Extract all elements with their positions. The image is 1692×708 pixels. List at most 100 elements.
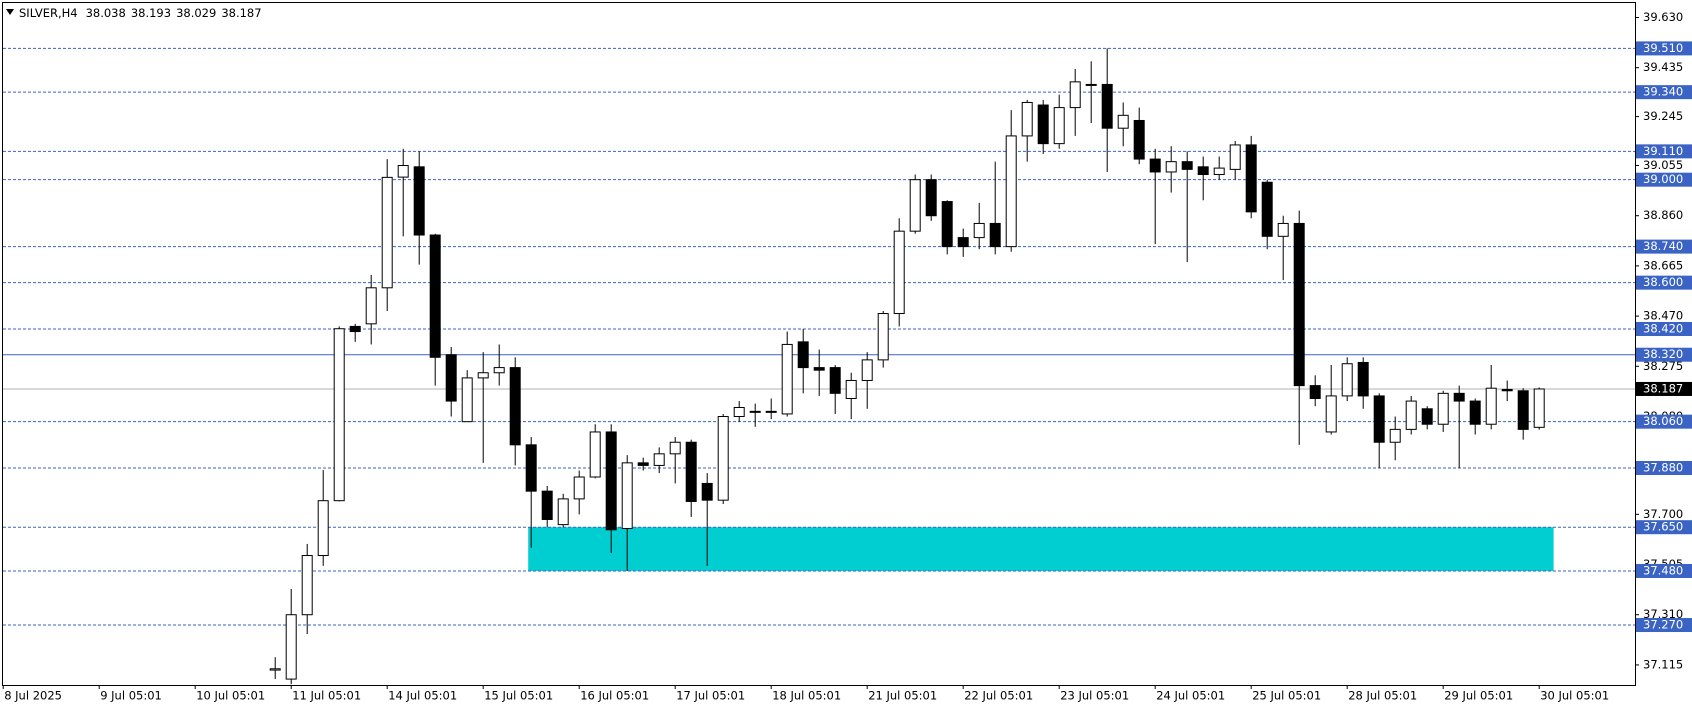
candle-body	[845, 379, 857, 399]
price-label: 38.187	[1643, 381, 1683, 395]
candle-body	[1373, 395, 1385, 443]
level-label: 38.060	[1643, 414, 1683, 428]
candle-body	[1501, 388, 1513, 392]
level-label-box	[1636, 414, 1692, 429]
candle-body	[989, 222, 1001, 248]
candle-body	[941, 201, 953, 248]
level-label-box	[1636, 239, 1692, 254]
candle-body	[1357, 361, 1369, 397]
level-label-box	[1636, 275, 1692, 290]
zone	[528, 527, 1554, 571]
candle-body	[1389, 428, 1401, 443]
ohlc-high: 38.193	[131, 6, 171, 20]
x-tick-label: 21 Jul 05:01	[868, 689, 937, 703]
candle-body	[765, 410, 777, 413]
candle-body	[397, 165, 409, 178]
candle-body	[429, 234, 441, 358]
candle-body	[637, 462, 649, 466]
candle-body	[269, 668, 281, 671]
level-label-box	[1636, 618, 1692, 633]
header: SILVER,H4 38.038 38.193 38.029 38.187	[19, 6, 262, 20]
candle-body	[621, 462, 633, 529]
candle-body	[1197, 166, 1209, 176]
level-label-box	[1636, 172, 1692, 187]
level-label-box	[1636, 347, 1692, 362]
candle-body	[861, 359, 873, 381]
candle-body	[365, 287, 377, 325]
candle-body	[1245, 144, 1257, 213]
symbol: SILVER,H4	[19, 6, 78, 20]
candle-body	[925, 179, 937, 217]
level-label: 39.110	[1643, 144, 1683, 158]
x-tick-label: 22 Jul 05:01	[964, 689, 1033, 703]
candle-body	[1293, 222, 1305, 387]
candle-body	[1213, 167, 1225, 176]
level-label-box	[1636, 41, 1692, 56]
level-label-box	[1636, 460, 1692, 475]
candle-body	[1405, 400, 1417, 430]
y-tick-label: 37.700	[1643, 507, 1683, 521]
candle-body	[1485, 387, 1497, 425]
candle-body	[957, 237, 969, 248]
candle-body	[669, 441, 681, 455]
y-tick-label: 38.665	[1643, 258, 1683, 272]
x-tick-label: 14 Jul 05:01	[388, 689, 457, 703]
candle-body	[701, 482, 713, 501]
candle-body	[461, 377, 473, 423]
candle-body	[1005, 135, 1017, 248]
level-label: 37.880	[1643, 460, 1683, 474]
x-tick-label: 10 Jul 05:01	[196, 689, 265, 703]
candle-body	[1117, 114, 1129, 129]
y-tick-label: 39.435	[1643, 60, 1683, 74]
level-label: 38.420	[1643, 321, 1683, 335]
level-label-box	[1636, 520, 1692, 535]
candle-body	[797, 341, 809, 369]
y-tick-label: 38.860	[1643, 208, 1683, 222]
x-tick-label: 25 Jul 05:01	[1252, 689, 1321, 703]
candle-body	[781, 343, 793, 415]
candle-body	[653, 453, 665, 466]
level-label-box	[1636, 321, 1692, 336]
candle-body	[973, 222, 985, 239]
y-tick-label: 38.275	[1643, 359, 1683, 373]
candle-body	[1069, 81, 1081, 109]
candle-body	[301, 555, 313, 616]
level-label: 39.340	[1643, 85, 1683, 99]
candle-body	[349, 325, 361, 333]
candle-body	[685, 441, 697, 502]
candle-body	[1421, 408, 1433, 425]
x-tick-label: 9 Jul 05:01	[100, 689, 162, 703]
candle-body	[1277, 222, 1289, 237]
candle-body	[477, 372, 489, 379]
candle-body	[541, 490, 553, 520]
candle-body	[813, 367, 825, 371]
candle-body	[1261, 181, 1273, 237]
x-tick-label: 18 Jul 05:01	[772, 689, 841, 703]
candle-body	[1053, 107, 1065, 145]
candle-body	[1469, 400, 1481, 425]
candle-body	[1325, 395, 1337, 433]
candle-body	[877, 313, 889, 361]
candle-body	[1453, 392, 1465, 402]
candle-body	[445, 354, 457, 402]
ohlc-open: 38.038	[86, 6, 126, 20]
y-tick-label: 39.630	[1643, 10, 1683, 24]
menu-arrow[interactable]	[6, 9, 14, 15]
candle-body	[1437, 392, 1449, 425]
x-tick-label: 23 Jul 05:01	[1060, 689, 1129, 703]
candle-body	[733, 406, 745, 418]
level-label-box	[1636, 144, 1692, 159]
x-tick-label: 11 Jul 05:01	[292, 689, 361, 703]
candle-body	[1021, 101, 1033, 137]
x-tick-label: 17 Jul 05:01	[676, 689, 745, 703]
candle-body	[1101, 83, 1113, 129]
candle-body	[557, 498, 569, 526]
y-tick-label: 38.470	[1643, 309, 1683, 323]
ohlc-low: 38.029	[176, 6, 216, 20]
level-label: 39.510	[1643, 41, 1683, 55]
price-label-box	[1636, 381, 1692, 396]
candle-body	[285, 614, 297, 680]
candle-body	[829, 367, 841, 394]
level-label-box	[1636, 85, 1692, 100]
